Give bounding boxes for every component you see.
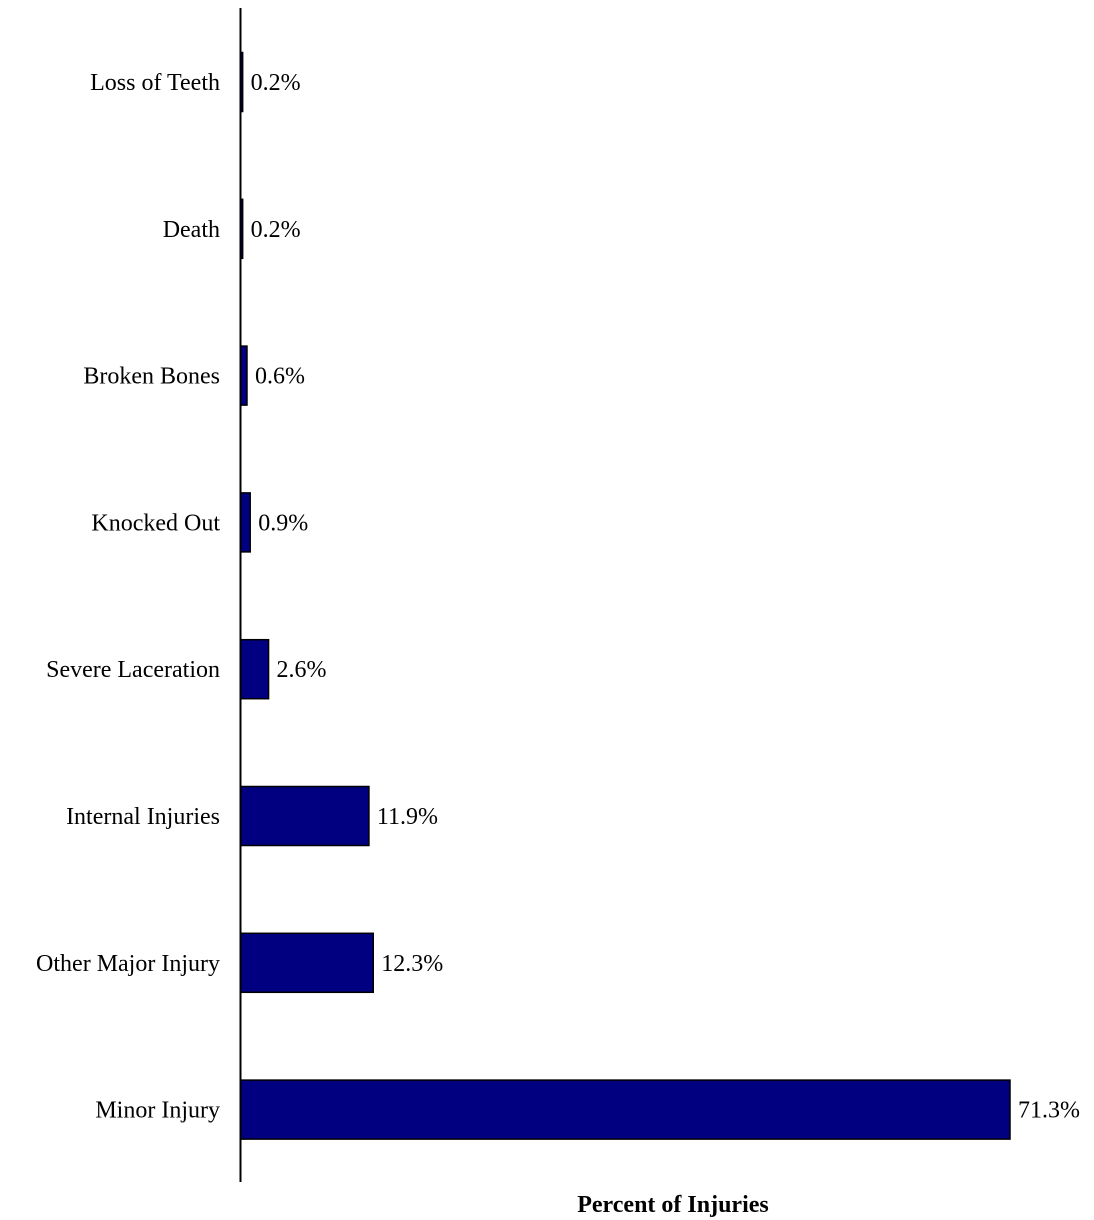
category-label-other-major-injury: Other Major Injury <box>36 951 220 977</box>
bar-minor-injury <box>239 1079 1011 1140</box>
bar-severe-laceration <box>239 638 270 700</box>
category-labels-group: Loss of Teeth Death Broken Bones Knocked Ou… <box>36 70 220 1124</box>
data-label-broken-bones: 0.6% <box>255 364 305 390</box>
category-label-death: Death <box>163 217 220 243</box>
category-label-knocked-out: Knocked Out <box>91 510 220 536</box>
data-label-knocked-out: 0.9% <box>258 510 308 536</box>
data-label-other-major-injury: 12.3% <box>381 951 443 977</box>
bar-internal-injuries <box>239 785 370 847</box>
category-label-severe-laceration: Severe Laceration <box>46 657 220 683</box>
data-label-death: 0.2% <box>251 217 301 243</box>
category-label-broken-bones: Broken Bones <box>83 364 220 390</box>
category-label-minor-injury: Minor Injury <box>95 1098 220 1124</box>
data-label-minor-injury: 71.3% <box>1018 1098 1080 1124</box>
bar-knocked-out <box>239 492 251 553</box>
category-label-internal-injuries: Internal Injuries <box>66 804 220 830</box>
x-axis-title: Percent of Injuries <box>577 1192 769 1218</box>
data-label-loss-of-teeth: 0.2% <box>251 70 301 96</box>
category-label-loss-of-teeth: Loss of Teeth <box>90 70 220 96</box>
data-label-severe-laceration: 2.6% <box>277 657 327 683</box>
data-labels-group: 0.2% 0.2% 0.6% 0.9% 2.6% 11.9% 12.3% 71.3% <box>251 70 1080 1124</box>
bar-other-major-injury <box>239 932 374 994</box>
bars-group <box>239 51 1011 1140</box>
data-label-internal-injuries: 11.9% <box>377 804 438 830</box>
